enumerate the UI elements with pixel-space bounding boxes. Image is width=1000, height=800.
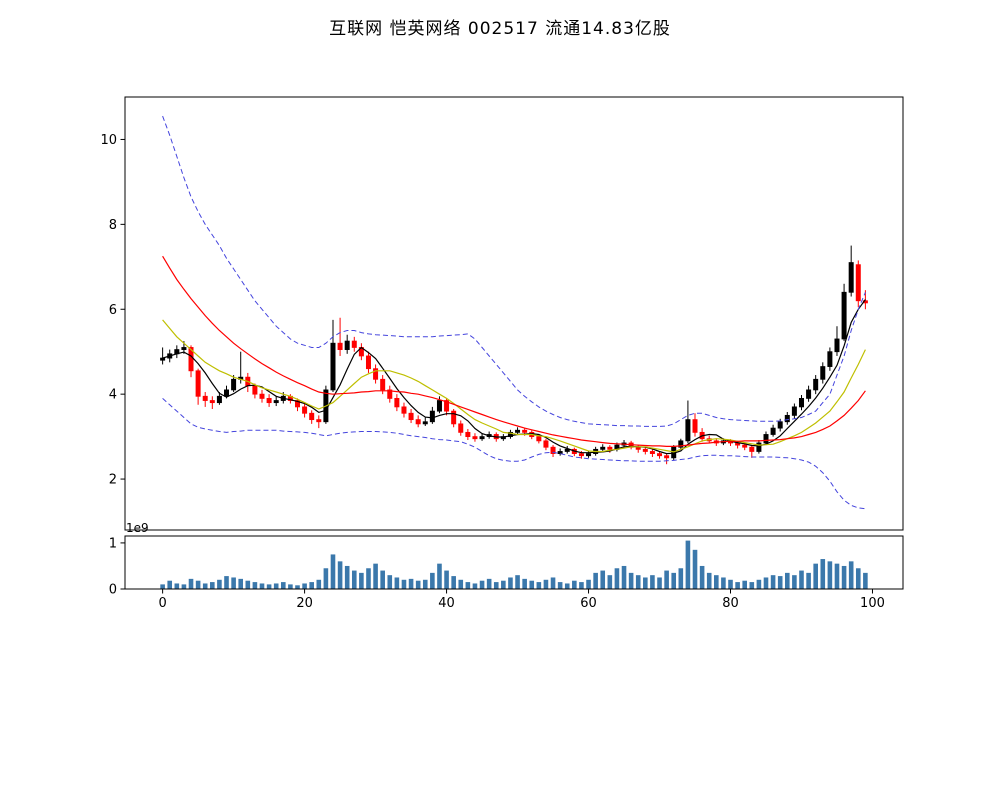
price-y-ticks: 2 4 6 8 10 xyxy=(100,133,125,488)
x-tick-label: 60 xyxy=(580,596,597,611)
price-y-tick-label: 6 xyxy=(109,303,117,318)
x-tick-label: 20 xyxy=(296,596,313,611)
band-lower-line xyxy=(162,398,866,510)
ma-fast-line xyxy=(162,299,866,455)
volume-y-tick-label: 1 xyxy=(109,536,117,551)
x-tick-label: 40 xyxy=(438,596,455,611)
volume-scale-label: 1e9 xyxy=(126,521,149,535)
x-tick-label: 80 xyxy=(722,596,739,611)
x-ticks: 0 20 40 60 80 100 xyxy=(158,589,885,611)
volume-y-ticks: 01 xyxy=(109,536,125,598)
price-y-tick-label: 4 xyxy=(109,388,117,403)
price-y-tick-label: 8 xyxy=(109,218,117,233)
x-tick-label: 100 xyxy=(860,596,885,611)
price-y-tick-label: 10 xyxy=(100,133,117,148)
chart-title: 互联网 恺英网络 002517 流通14.83亿股 xyxy=(329,19,671,39)
ma-slow-line xyxy=(162,255,866,447)
band-upper-line xyxy=(162,115,866,427)
volume-axes-frame xyxy=(124,535,904,590)
volume-y-tick-label: 0 xyxy=(109,583,117,598)
price-y-tick-label: 2 xyxy=(109,473,117,488)
price-axes-frame xyxy=(124,96,904,531)
volume-bars xyxy=(160,540,868,589)
candles xyxy=(160,245,868,465)
ma-mid-line xyxy=(162,319,866,453)
x-tick-label: 0 xyxy=(158,596,166,611)
